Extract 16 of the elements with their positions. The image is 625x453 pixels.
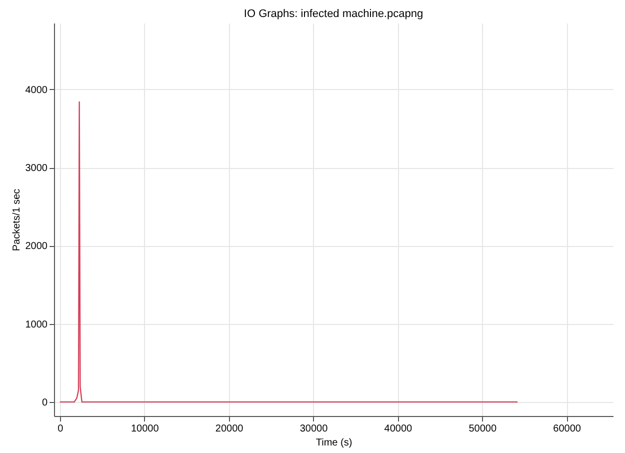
y-tick-label: 0 (42, 397, 48, 408)
x-tick-label: 60000 (553, 424, 582, 434)
x-tick-label: 10000 (130, 424, 160, 434)
x-tick-label: 50000 (468, 424, 497, 434)
x-tick-label: 0 (58, 424, 64, 434)
line-series (59, 101, 518, 403)
chart-title: IO Graphs: infected machine.pcapng (244, 8, 424, 20)
y-tick-label: 2000 (25, 241, 48, 252)
x-axis-title: Time (s) (316, 438, 352, 448)
y-tick-label: 1000 (25, 319, 48, 330)
x-tick-label: 40000 (384, 424, 413, 434)
x-tick-label: 30000 (300, 424, 328, 434)
x-tick-label: 20000 (215, 424, 244, 434)
y-tick-label: 4000 (25, 84, 48, 96)
y-tick-label: 3000 (25, 163, 48, 174)
y-axis-title: Packets/1 sec (11, 188, 22, 252)
